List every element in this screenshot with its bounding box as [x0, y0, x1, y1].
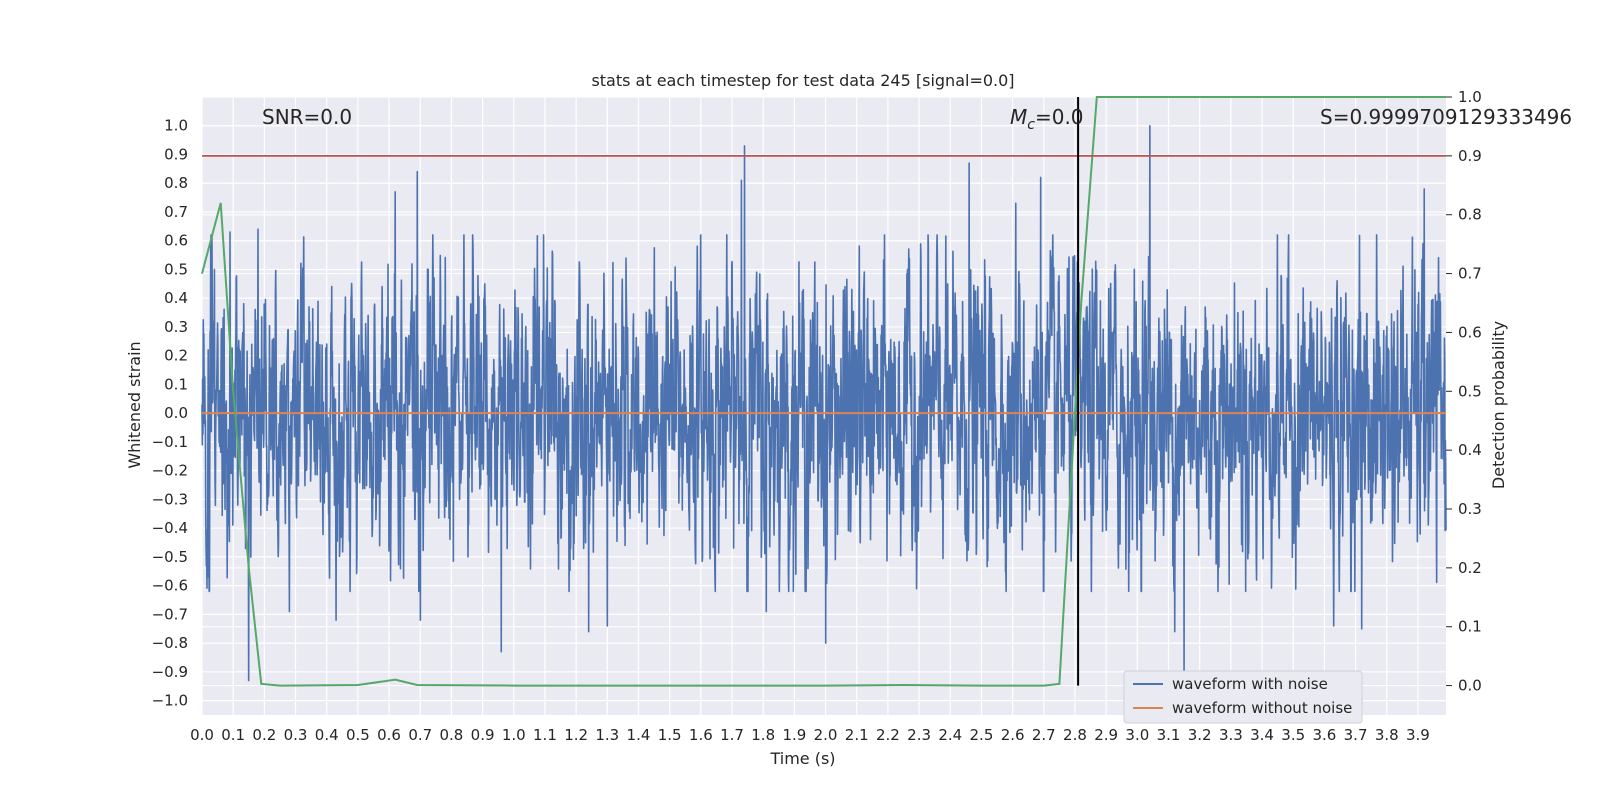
chirp-mass-value: =0.0: [1035, 105, 1084, 129]
x-tick-label: 3.2: [1188, 726, 1212, 744]
y-tick-label: −0.3: [152, 490, 188, 508]
detection-probability-series: [201, 96, 1446, 687]
legend-box: [1123, 670, 1363, 724]
x-tick-label: 2.4: [938, 726, 962, 744]
x-tick-label: 1.3: [595, 726, 619, 744]
chirp-mass-annotation: Mc=0.0: [1010, 105, 1084, 133]
chirp-mass-subscript: c: [1027, 117, 1035, 133]
x-axis-ticks: 0.0 0.1 0.2 0.3 0.4 0.5 0.6 0.7 0.8 0.9 1.0 1.1 1.2 1…: [190, 726, 1430, 744]
y-tick-label: 0.1: [164, 375, 188, 393]
x-tick-label: 0.5: [346, 726, 370, 744]
y2-tick-label: 0.5: [1458, 382, 1482, 400]
x-tick-label: 2.5: [970, 726, 994, 744]
x-tick-label: 2.6: [1001, 726, 1025, 744]
y-axis-ticks: 1.0 0.9 0.8 0.7 0.6 0.5 0.4 0.3 0.2 0.1 0.0 −0.1 −0.…: [152, 117, 188, 710]
x-tick-label: 3.0: [1125, 726, 1149, 744]
noise-waveform-line: [201, 124, 1447, 682]
x-tick-label: 0.3: [284, 726, 308, 744]
x-tick-label: 3.4: [1250, 726, 1274, 744]
x-tick-label: 1.9: [782, 726, 806, 744]
y-tick-label: −0.8: [152, 634, 188, 652]
x-tick-label: 2.1: [845, 726, 869, 744]
y2-tick-label: 0.3: [1458, 500, 1482, 518]
y2-tick-label: 0.1: [1458, 618, 1482, 636]
y-axis-label: Whitened strain: [125, 341, 144, 468]
x-tick-label: 3.5: [1281, 726, 1305, 744]
y-tick-label: 1.0: [164, 117, 188, 135]
y-tick-label: −1.0: [152, 692, 188, 710]
x-tick-label: 0.8: [439, 726, 463, 744]
y2-tick-label: 0.4: [1458, 441, 1482, 459]
x-tick-label: 0.9: [471, 726, 495, 744]
y-tick-label: 0.3: [164, 318, 188, 336]
y-tick-label: 0.0: [164, 404, 188, 422]
y-tick-label: 0.4: [164, 289, 188, 307]
x-tick-label: 2.7: [1032, 726, 1056, 744]
y-tick-label: 0.2: [164, 347, 188, 365]
y-tick-label: −0.7: [152, 605, 188, 623]
y2-axis-label: Detection probability: [1489, 321, 1508, 489]
y2-tick-label: 0.9: [1458, 147, 1482, 165]
snr-annotation: SNR=0.0: [262, 105, 352, 129]
x-tick-label: 1.5: [658, 726, 682, 744]
y-tick-label: 0.6: [164, 232, 188, 250]
x-tick-label: 1.2: [564, 726, 588, 744]
x-tick-label: 2.2: [876, 726, 900, 744]
legend-label-clean: waveform without noise: [1172, 699, 1352, 717]
legend: waveform with noise waveform without noi…: [1123, 670, 1363, 724]
y-tick-label: −0.9: [152, 663, 188, 681]
x-tick-label: 3.9: [1406, 726, 1430, 744]
y2-tick-label: 0.0: [1458, 677, 1482, 695]
y2-tick-label: 0.7: [1458, 265, 1482, 283]
x-tick-label: 2.0: [814, 726, 838, 744]
y-tick-label: 0.7: [164, 203, 188, 221]
chirp-mass-symbol: M: [1010, 105, 1027, 129]
y2-tick-label: 0.2: [1458, 559, 1482, 577]
x-tick-label: 0.2: [252, 726, 276, 744]
x-tick-label: 0.1: [221, 726, 245, 744]
y-tick-label: −0.1: [152, 433, 188, 451]
y-tick-label: 0.8: [164, 174, 188, 192]
x-tick-label: 1.7: [720, 726, 744, 744]
y-tick-label: −0.5: [152, 548, 188, 566]
x-tick-label: 0.4: [315, 726, 339, 744]
x-tick-label: 0.0: [190, 726, 214, 744]
y-tick-label: −0.6: [152, 577, 188, 595]
x-tick-label: 3.1: [1157, 726, 1181, 744]
x-tick-label: 1.1: [533, 726, 557, 744]
waveform-with-noise-series: [201, 124, 1447, 682]
x-tick-label: 0.6: [377, 726, 401, 744]
x-tick-label: 1.8: [751, 726, 775, 744]
x-tick-label: 3.7: [1344, 726, 1368, 744]
x-tick-label: 2.9: [1094, 726, 1118, 744]
x-tick-label: 2.3: [907, 726, 931, 744]
y-tick-label: 0.9: [164, 145, 188, 163]
reference-lines: [202, 97, 1446, 686]
y-tick-label: 0.5: [164, 260, 188, 278]
y-tick-label: −0.4: [152, 519, 188, 537]
s-annotation: S=0.9999709129333496: [1320, 105, 1572, 129]
chart-title: stats at each timestep for test data 245…: [591, 71, 1014, 90]
y2-tick-label: 0.6: [1458, 323, 1482, 341]
detection-probability-line: [201, 96, 1446, 687]
x-tick-label: 3.6: [1312, 726, 1336, 744]
x-tick-label: 3.3: [1219, 726, 1243, 744]
legend-label-noise: waveform with noise: [1172, 675, 1328, 693]
x-tick-label: 1.0: [502, 726, 526, 744]
y-tick-label: −0.2: [152, 462, 188, 480]
x-tick-label: 1.4: [627, 726, 651, 744]
x-tick-label: 1.6: [689, 726, 713, 744]
x-tick-label: 3.8: [1375, 726, 1399, 744]
x-axis-label: Time (s): [769, 749, 835, 768]
y2-tick-label: 1.0: [1458, 88, 1482, 106]
y2-tick-label: 0.8: [1458, 206, 1482, 224]
x-tick-label: 0.7: [408, 726, 432, 744]
y2-axis-ticks: 1.0 0.9 0.8 0.7 0.6 0.5 0.4 0.3 0.2 0.1 0.0: [1446, 88, 1482, 695]
x-tick-label: 2.8: [1063, 726, 1087, 744]
